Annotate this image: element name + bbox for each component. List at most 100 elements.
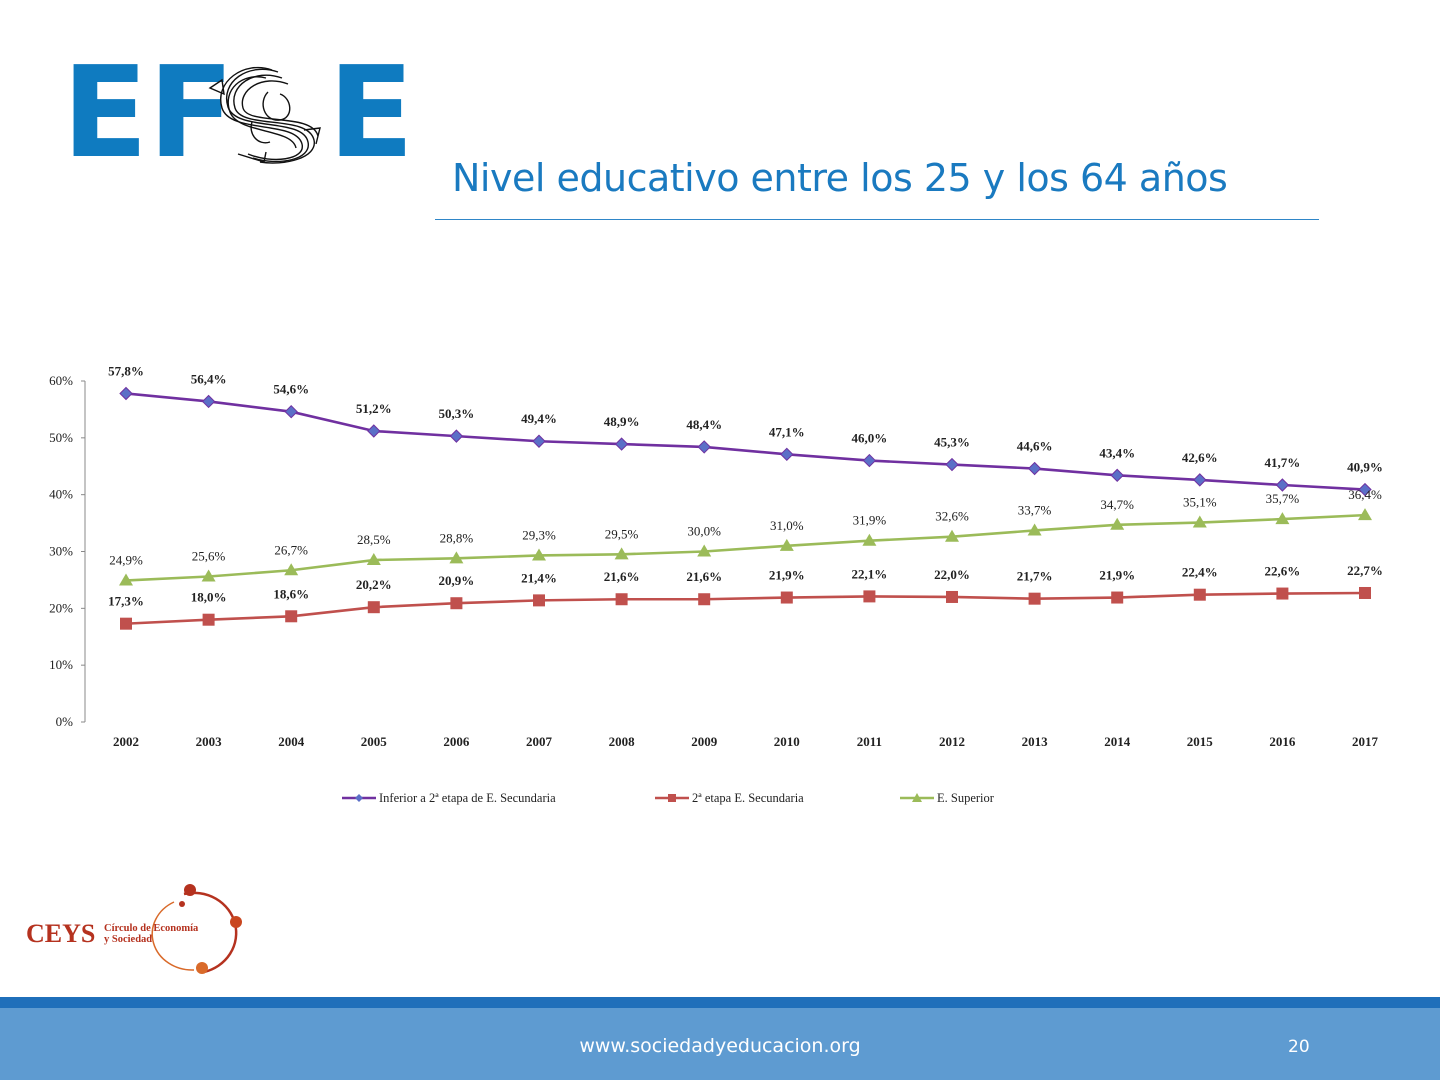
- x-tick-label: 2016: [1269, 734, 1296, 749]
- data-label: 21,6%: [686, 569, 722, 584]
- data-point: [1027, 523, 1042, 536]
- data-label: 30,0%: [687, 524, 721, 539]
- y-tick-label: 10%: [49, 657, 73, 672]
- data-label: 21,6%: [604, 569, 640, 584]
- ceys-logo-emblem: [151, 884, 242, 974]
- data-point: [946, 590, 958, 603]
- x-tick-label: 2008: [609, 734, 636, 749]
- data-point: [1027, 461, 1042, 476]
- y-tick-label: 0%: [56, 714, 74, 729]
- data-label: 44,6%: [1017, 439, 1053, 454]
- data-label: 21,9%: [1099, 568, 1135, 583]
- x-tick-label: 2013: [1022, 734, 1049, 749]
- data-label: 29,5%: [605, 526, 639, 541]
- x-tick-label: 2017: [1352, 734, 1379, 749]
- data-label: 41,7%: [1265, 455, 1301, 470]
- data-label: 28,5%: [357, 532, 391, 547]
- x-tick-label: 2015: [1187, 734, 1214, 749]
- legend-label: E. Superior: [937, 791, 995, 805]
- data-label: 22,7%: [1347, 563, 1383, 578]
- data-label: 17,3%: [108, 594, 144, 609]
- data-point: [697, 544, 712, 557]
- data-label: 34,7%: [1100, 497, 1134, 512]
- efse-logo-s-mark: [208, 66, 321, 164]
- data-label: 42,6%: [1182, 450, 1218, 465]
- footer-url[interactable]: www.sociedadyeducacion.org: [579, 1035, 861, 1057]
- data-point: [201, 569, 216, 582]
- legend-marker: [668, 794, 676, 802]
- data-label: 57,8%: [108, 364, 144, 379]
- data-label: 24,9%: [109, 552, 143, 567]
- data-point: [1275, 512, 1290, 525]
- data-point: [863, 590, 876, 603]
- data-point: [449, 551, 464, 564]
- data-label: 28,8%: [440, 530, 474, 545]
- data-label: 22,4%: [1182, 565, 1218, 580]
- data-label: 31,0%: [770, 518, 804, 533]
- data-point: [367, 424, 381, 438]
- data-label: 49,4%: [521, 411, 557, 426]
- ceys-name-line1: Círculo de Economía: [104, 923, 199, 934]
- legend-marker: [355, 794, 363, 802]
- data-point: [120, 617, 132, 630]
- x-tick-label: 2005: [361, 734, 388, 749]
- data-point: [1192, 515, 1207, 528]
- data-point: [615, 593, 628, 606]
- data-point: [532, 434, 546, 448]
- data-label: 22,6%: [1265, 564, 1301, 579]
- data-point: [1275, 478, 1290, 492]
- data-label: 35,7%: [1266, 491, 1300, 506]
- data-point: [698, 593, 711, 606]
- efse-logo-right-letter: E: [328, 39, 415, 186]
- data-point: [1193, 473, 1207, 487]
- data-label: 22,0%: [934, 567, 970, 582]
- data-label: 21,7%: [1017, 569, 1053, 584]
- x-tick-label: 2014: [1104, 734, 1131, 749]
- slide-title: Nivel educativo entre los 25 y los 64 añ…: [452, 156, 1228, 200]
- series-line: [125, 513, 1366, 582]
- footer-bar: [0, 1008, 1440, 1080]
- series-line: [125, 591, 1366, 625]
- x-tick-label: 2006: [443, 734, 470, 749]
- data-point: [1028, 592, 1041, 605]
- data-point: [119, 386, 133, 401]
- data-point: [945, 529, 959, 542]
- education-level-chart: 0% 10% 20% 30% 40% 50% 60% 2002 2003 2004 2005 2006…: [49, 364, 1383, 805]
- data-point: [202, 613, 215, 626]
- efse-logo: EF E: [62, 50, 414, 176]
- data-label: 29,3%: [522, 527, 556, 542]
- chart-series: [119, 386, 1372, 630]
- data-label: 45,3%: [934, 435, 970, 450]
- x-tick-label: 2009: [691, 734, 718, 749]
- legend-marker: [912, 793, 922, 802]
- data-point: [1359, 586, 1371, 599]
- page-number: 20: [1288, 1037, 1310, 1057]
- data-point: [533, 594, 545, 607]
- data-label: 51,2%: [356, 401, 392, 416]
- data-point: [366, 553, 381, 566]
- data-label: 48,9%: [604, 414, 640, 429]
- x-tick-label: 2011: [857, 734, 882, 749]
- x-tick-label: 2007: [526, 734, 553, 749]
- data-label: 20,2%: [356, 577, 392, 592]
- data-point: [780, 591, 793, 604]
- legend-entry: Inferior a 2ª etapa de E. Secundaria: [342, 791, 556, 805]
- ceys-logo: CEYS Círculo de Economía y Sociedad: [26, 884, 242, 974]
- data-label: 46,0%: [852, 431, 888, 446]
- data-point: [449, 429, 464, 443]
- data-point: [862, 533, 877, 546]
- data-point: [284, 563, 299, 576]
- y-tick-label: 50%: [49, 430, 73, 445]
- data-point: [779, 538, 794, 551]
- y-tick-label: 30%: [49, 544, 73, 559]
- data-point: [1111, 591, 1124, 604]
- chart-legend: Inferior a 2ª etapa de E. Secundaria 2ª e…: [342, 791, 995, 805]
- data-point: [1358, 482, 1372, 497]
- data-point: [119, 573, 133, 586]
- data-point: [450, 597, 463, 610]
- data-label: 22,1%: [852, 566, 888, 581]
- x-tick-label: 2004: [278, 734, 305, 749]
- data-point: [862, 453, 877, 468]
- data-label: 31,9%: [853, 513, 887, 528]
- data-label: 33,7%: [1018, 502, 1052, 517]
